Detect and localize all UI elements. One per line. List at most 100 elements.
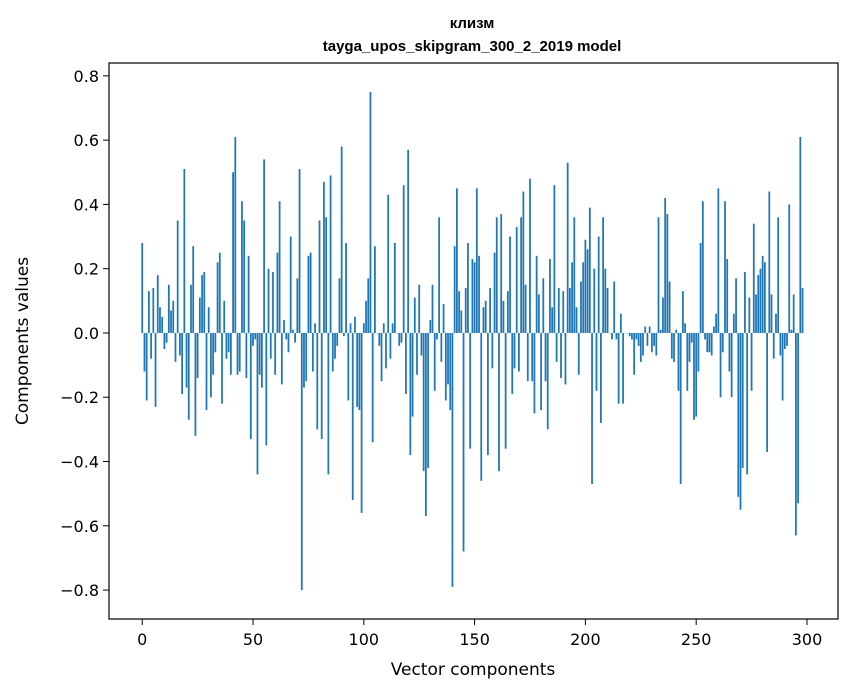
bar-289 — [781, 332, 784, 401]
bar-227 — [644, 326, 647, 333]
x-tick-label: 150 — [459, 630, 490, 649]
bar-90 — [340, 146, 343, 333]
bar-104 — [371, 332, 374, 443]
x-tick-label: 50 — [243, 630, 263, 649]
bar-37 — [223, 300, 226, 333]
bar-87 — [334, 332, 336, 359]
bar-238 — [668, 281, 671, 333]
bar-288 — [779, 332, 782, 356]
bar-40 — [229, 332, 232, 375]
bar-165 — [506, 291, 509, 333]
bar-233 — [657, 217, 660, 333]
bar-259 — [715, 313, 718, 333]
bar-103 — [369, 91, 372, 333]
bar-273 — [746, 332, 749, 475]
bar-88 — [336, 332, 339, 346]
bar-32 — [212, 332, 215, 375]
bar-31 — [210, 332, 212, 398]
y-tick-label: −0.2 — [60, 388, 99, 407]
bar-254 — [704, 332, 706, 340]
bar-255 — [706, 332, 709, 353]
plot-frame — [108, 62, 839, 620]
bar-44 — [238, 332, 241, 372]
bar-158 — [491, 332, 494, 369]
bar-95 — [351, 332, 354, 501]
bar-281 — [763, 262, 766, 333]
bar-113 — [391, 323, 394, 333]
bar-69 — [294, 332, 297, 343]
bar-47 — [245, 332, 248, 378]
x-axis-label: Vector components — [391, 660, 556, 680]
bar-20 — [185, 332, 188, 388]
bar-83 — [325, 217, 328, 333]
bar-155 — [484, 300, 487, 333]
y-tick-label: 0.6 — [74, 131, 99, 150]
bar-276 — [752, 223, 755, 333]
bar-162 — [500, 214, 503, 333]
bar-295 — [795, 332, 797, 536]
bar-50 — [252, 332, 254, 346]
bar-140 — [451, 332, 454, 587]
x-axis-ticks: 0 50 100 150 200 250 300 — [137, 619, 822, 649]
bar-200 — [584, 239, 587, 333]
bar-230 — [650, 332, 653, 353]
y-axis-label: Components values — [13, 257, 33, 425]
bar-284 — [770, 294, 773, 333]
bar-207 — [600, 332, 602, 423]
bar-222 — [633, 332, 636, 375]
bar-234 — [659, 329, 662, 333]
x-tick-label: 300 — [792, 630, 823, 649]
bar-286 — [775, 313, 777, 333]
bar-138 — [447, 332, 449, 385]
bar-208 — [602, 217, 605, 333]
bar-212 — [611, 332, 613, 340]
bar-111 — [387, 194, 390, 333]
y-axis-ticks: −0.8 −0.6 −0.4 −0.2 0.0 0.2 0.4 0.6 0.8 — [60, 67, 109, 600]
bar-51 — [254, 332, 257, 340]
bar-249 — [693, 332, 695, 420]
bar-221 — [631, 332, 633, 340]
bar-236 — [664, 197, 667, 333]
y-tick-label: 0.4 — [74, 195, 99, 214]
bar-55 — [263, 159, 265, 333]
bar-62 — [278, 201, 281, 333]
bar-7 — [156, 275, 159, 333]
bar-160 — [495, 217, 498, 333]
bar-215 — [617, 332, 620, 404]
bar-253 — [701, 201, 704, 333]
bar-226 — [642, 332, 644, 356]
bar-1 — [143, 332, 146, 372]
bar-268 — [735, 278, 737, 333]
bar-18 — [181, 332, 184, 395]
x-tick-label: 100 — [349, 630, 380, 649]
bar-239 — [670, 332, 673, 359]
bar-150 — [473, 262, 476, 333]
bar-120 — [407, 149, 410, 333]
bar-154 — [482, 307, 485, 333]
bar-172 — [522, 191, 525, 333]
bar-81 — [320, 332, 323, 440]
bar-5 — [152, 287, 155, 333]
bar-145 — [462, 332, 465, 552]
bar-199 — [582, 262, 585, 333]
bar-11 — [165, 332, 168, 343]
bar-205 — [595, 332, 598, 391]
bar-12 — [167, 284, 170, 333]
bar-36 — [221, 332, 223, 404]
bar-191 — [564, 332, 567, 385]
bar-192 — [566, 162, 569, 333]
bar-262 — [721, 332, 724, 353]
bar-45 — [241, 201, 243, 333]
bar-39 — [227, 332, 230, 353]
bar-133 — [436, 332, 438, 340]
bar-78 — [314, 323, 316, 333]
bar-235 — [662, 297, 664, 333]
bar-214 — [615, 332, 618, 340]
bar-15 — [174, 332, 177, 362]
bar-151 — [475, 188, 478, 333]
bar-128 — [424, 332, 427, 517]
bar-220 — [628, 332, 631, 337]
bar-52 — [256, 332, 259, 475]
bar-117 — [400, 332, 403, 343]
